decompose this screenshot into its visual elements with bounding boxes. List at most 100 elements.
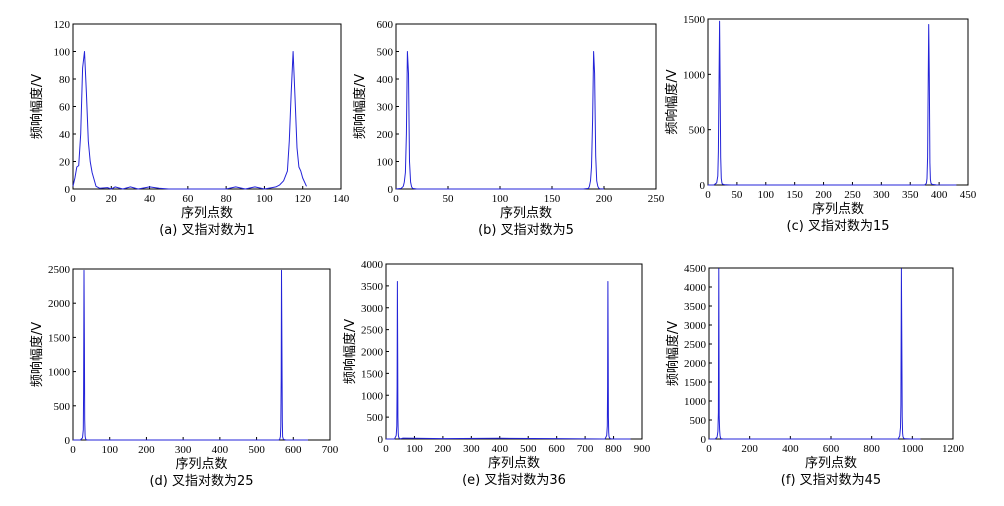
x-tick-label: 300	[873, 189, 890, 201]
x-tick-label: 0	[393, 193, 399, 205]
x-tick-label: 200	[815, 189, 832, 201]
y-tick-label: 20	[59, 157, 71, 169]
series-line	[709, 268, 921, 440]
y-axis-label: 频响幅度/V	[342, 319, 358, 384]
y-tick-label: 1000	[683, 69, 706, 81]
y-tick-label: 0	[388, 184, 394, 196]
y-tick-label: 2000	[684, 358, 707, 370]
subplot-caption: (c) 叉指对数为15	[787, 219, 890, 234]
x-tick-label: 100	[256, 193, 273, 205]
plot-frame	[72, 268, 331, 441]
subplot: 0 50 100 150 200 250 0 100 200 300 400 500 600 序列点数 (b…	[352, 19, 665, 238]
y-tick-label: 0	[701, 434, 707, 446]
y-tick-label: 80	[59, 74, 71, 86]
series-line	[72, 51, 307, 190]
y-tick-label: 3500	[684, 301, 707, 313]
x-tick-label: 500	[520, 443, 537, 455]
x-tick-label: 400	[492, 443, 509, 455]
series-line	[386, 281, 631, 440]
y-tick-label: 4000	[684, 282, 707, 294]
y-tick-label: 1000	[361, 390, 384, 402]
x-tick-label: 80	[221, 193, 233, 205]
y-tick-label: 400	[377, 74, 394, 86]
subplot-caption: (f) 叉指对数为45	[781, 473, 881, 488]
y-tick-label: 0	[65, 184, 71, 196]
x-tick-label: 900	[634, 443, 651, 455]
subplot: 0 100 200 300 400 500 600 700 0 500 1000 1500 2000 25…	[29, 264, 339, 489]
y-tick-label: 3000	[684, 320, 707, 332]
y-tick-label: 120	[54, 19, 71, 31]
y-tick-label: 4500	[684, 263, 707, 275]
y-axis-label: 频响幅度/V	[352, 74, 368, 139]
x-tick-label: 400	[931, 189, 948, 201]
x-tick-label: 250	[648, 193, 665, 205]
x-tick-label: 700	[577, 443, 594, 455]
x-tick-label: 600	[548, 443, 565, 455]
y-tick-label: 3000	[361, 303, 384, 315]
x-tick-label: 0	[70, 193, 76, 205]
x-axis-label: 序列点数	[812, 202, 864, 217]
series-line	[395, 51, 605, 190]
y-tick-label: 500	[54, 401, 71, 413]
x-tick-label: 20	[106, 193, 118, 205]
y-tick-label: 2000	[361, 347, 384, 359]
y-tick-label: 1500	[684, 377, 707, 389]
x-tick-label: 100	[406, 443, 423, 455]
subplot: 0 100 200 300 400 500 600 700 800 900 0 500 1000 1500…	[342, 259, 651, 488]
y-tick-label: 2500	[684, 339, 707, 351]
x-tick-label: 100	[101, 444, 118, 456]
y-tick-label: 600	[377, 19, 394, 31]
x-tick-label: 1200	[942, 443, 965, 455]
y-tick-label: 0	[65, 435, 71, 447]
y-axis-label: 频响幅度/V	[664, 69, 680, 134]
x-tick-label: 250	[844, 189, 861, 201]
plot-frame	[385, 263, 643, 440]
x-tick-label: 140	[333, 193, 350, 205]
x-axis-label: 序列点数	[175, 457, 227, 472]
x-tick-label: 100	[758, 189, 775, 201]
x-tick-label: 1000	[901, 443, 924, 455]
y-tick-label: 40	[59, 129, 71, 141]
x-tick-label: 200	[741, 443, 758, 455]
x-axis-label: 序列点数	[181, 206, 233, 221]
y-tick-label: 500	[377, 47, 394, 59]
y-tick-label: 1000	[48, 367, 71, 379]
x-tick-label: 0	[705, 189, 711, 201]
plot-frame	[708, 267, 954, 440]
y-axis-label: 频响幅度/V	[665, 321, 681, 386]
subplot-caption: (b) 叉指对数为5	[478, 223, 574, 238]
x-axis-label: 序列点数	[488, 456, 540, 471]
x-tick-label: 400	[212, 444, 229, 456]
x-axis-label: 序列点数	[500, 206, 552, 221]
y-tick-label: 2500	[48, 264, 71, 276]
subplot-caption: (d) 叉指对数为25	[149, 474, 253, 489]
y-tick-label: 1500	[361, 368, 384, 380]
x-tick-label: 60	[182, 193, 194, 205]
subplot-caption: (e) 叉指对数为36	[462, 473, 566, 488]
subplot: 0 20 40 60 80 100 120 140 0 20 40 60 80 100 120 序列点数 (a)…	[29, 19, 350, 238]
y-tick-label: 0	[700, 180, 706, 192]
y-tick-label: 0	[378, 434, 384, 446]
y-axis-label: 频响幅度/V	[29, 74, 45, 139]
x-tick-label: 600	[285, 444, 302, 456]
subplot: 0 50 100 150 200 250 300 350 400 450 0 500 1000 1500 序…	[664, 14, 977, 234]
x-tick-label: 350	[902, 189, 919, 201]
y-tick-label: 500	[367, 412, 384, 424]
x-tick-label: 0	[706, 443, 712, 455]
x-tick-label: 800	[605, 443, 622, 455]
y-tick-label: 1000	[684, 396, 707, 408]
y-tick-label: 1500	[683, 14, 706, 26]
x-tick-label: 50	[443, 193, 455, 205]
y-tick-label: 100	[377, 157, 394, 169]
y-tick-label: 300	[377, 102, 394, 114]
y-tick-label: 500	[690, 415, 707, 427]
x-tick-label: 600	[823, 443, 840, 455]
x-tick-label: 200	[138, 444, 155, 456]
y-tick-label: 4000	[361, 259, 384, 271]
y-tick-label: 500	[689, 125, 706, 137]
x-tick-label: 150	[786, 189, 803, 201]
y-axis-label: 频响幅度/V	[29, 322, 45, 387]
x-tick-label: 0	[383, 443, 389, 455]
subplot: 0 200 400 600 800 1000 1200 0 500 1000 1500 2000 250…	[665, 263, 965, 488]
